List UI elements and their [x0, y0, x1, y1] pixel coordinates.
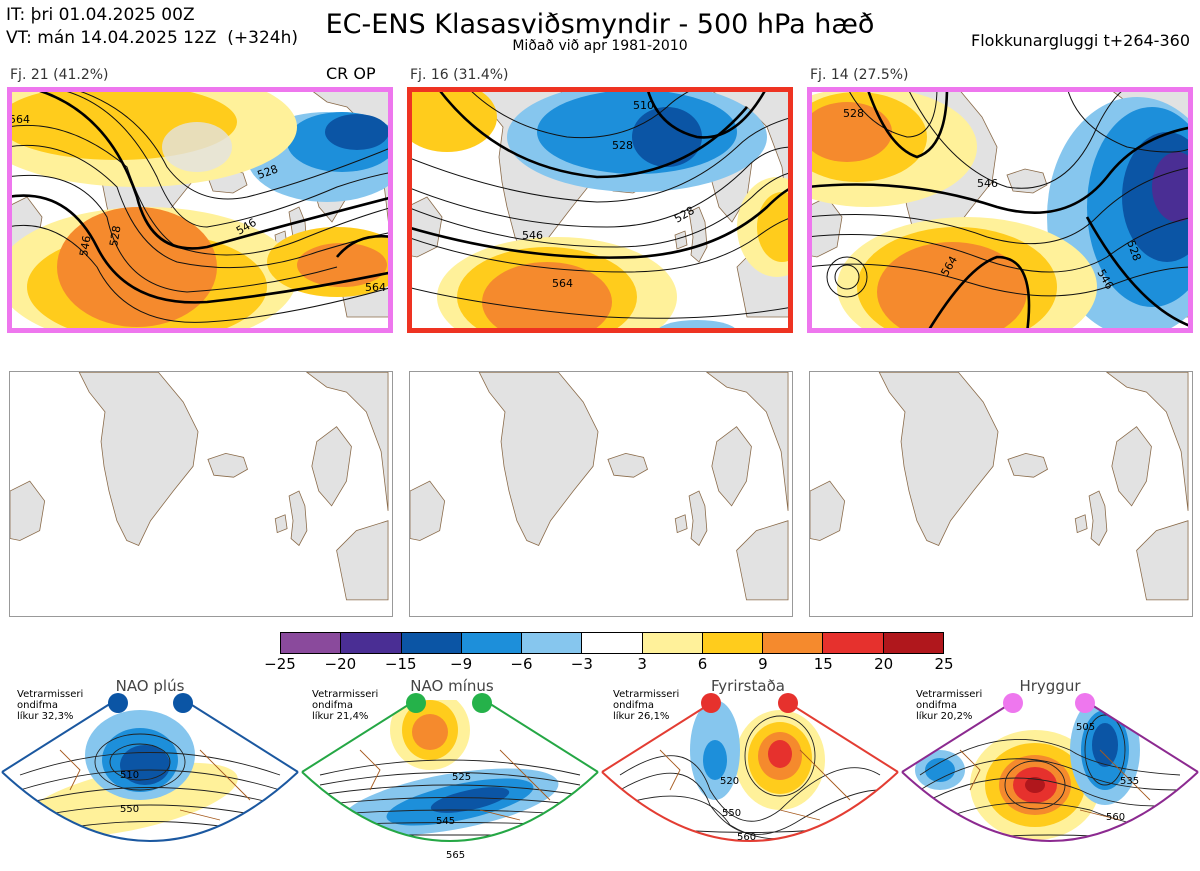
regime-2-contour-label: 525 [452, 772, 471, 783]
regime-2-title: NAO mínus [410, 677, 494, 695]
cluster-2-contour-label: 564 [552, 277, 573, 290]
regime-4-contour-label: 535 [1120, 776, 1139, 787]
colorbar-cell [341, 633, 402, 653]
regime-1-info: Vetrarmisseri ondifma líkur 32,3% [17, 689, 84, 722]
regime-3-contour-label: 560 [737, 832, 756, 843]
empty-map-3 [809, 371, 1193, 617]
colorbar-tick-label: −25 [264, 655, 296, 673]
colorbar-cell [763, 633, 824, 653]
colorbar-cell [582, 633, 643, 653]
colorbar-tick-label: 9 [758, 655, 768, 673]
regime-4-contour-label: 505 [1076, 722, 1095, 733]
regime-3-marker [778, 693, 798, 713]
colorbar-tick-label: −3 [570, 655, 593, 673]
regime-3-contour-label: 550 [722, 808, 741, 819]
page-subtitle: Miðað við apr 1981-2010 [512, 38, 688, 54]
colorbar-tick-label: −20 [324, 655, 357, 673]
colorbar-tick-label: −6 [510, 655, 533, 673]
regime-1-marker [173, 693, 193, 713]
cluster-2-frame [407, 87, 793, 333]
cluster-1-contour-label: 528 [107, 225, 123, 248]
empty-map-1 [9, 371, 393, 617]
colorbar [280, 632, 944, 654]
regime-1-map: 510 550 [1, 693, 299, 842]
cluster-2-map: 510 528 546 564 528 [407, 87, 793, 333]
regime-1-contour-label: 550 [120, 804, 139, 815]
colorbar-cell [461, 633, 523, 653]
cluster-3-contour-label: 528 [843, 107, 864, 120]
regime-3-title: Fyrirstaða [711, 677, 785, 695]
colorbar-cell [702, 633, 764, 653]
cluster-1-frame [7, 87, 393, 333]
page-title: EC-ENS Klasasviðsmyndir - 500 hPa hæð [325, 9, 875, 40]
cluster-1-contour-label: 564 [9, 113, 30, 126]
cluster-3-map: 528 546 564 546 528 [807, 87, 1193, 333]
colorbar-tick-label: 6 [697, 655, 708, 673]
cluster-2-contour-label: 528 [612, 139, 633, 152]
regime-1-title: NAO plús [115, 677, 185, 695]
regime-4-info: Vetrarmisseri ondifma líkur 20,2% [916, 689, 983, 722]
colorbar-tick-label: 3 [637, 655, 647, 673]
colorbar-cell [522, 633, 583, 653]
regime-3-contour-label: 520 [720, 776, 739, 787]
cluster-1-contour-label: 546 [77, 235, 93, 258]
regime-2-map: 525 545 565 [301, 693, 599, 861]
regime-4-map: 505 535 560 [901, 693, 1199, 842]
regime-1-marker [108, 693, 128, 713]
regime-3-marker [701, 693, 721, 713]
cluster-2-contour-label: 510 [633, 99, 654, 112]
regime-4-marker [1075, 693, 1095, 713]
init-time: IT: þri 01.04.2025 00Z [6, 5, 195, 25]
colorbar-tick-label: −9 [450, 655, 473, 673]
cluster-3-label: Fj. 14 (27.5%) [810, 67, 909, 83]
colorbar-cell [823, 633, 884, 653]
regime-4-title: Hryggur [1019, 677, 1081, 695]
regime-4-contour-label: 560 [1106, 812, 1125, 823]
cluster-1-map: 528 546 564 528 546 564 [7, 87, 393, 333]
cluster-1-label: Fj. 21 (41.2%) [10, 67, 109, 83]
cluster-3-frame [807, 87, 1193, 333]
cluster-1-contour-label: 564 [365, 281, 386, 294]
cluster-3-contour-label: 546 [977, 177, 998, 190]
colorbar-tick-label: 15 [813, 655, 833, 673]
regime-2-marker [472, 693, 492, 713]
colorbar-tick-label: 25 [934, 655, 954, 673]
cluster-2-label: Fj. 16 (31.4%) [410, 67, 509, 83]
colorbar-cell [883, 633, 943, 653]
colorbar-cell [281, 633, 342, 653]
regime-1-contour-label: 510 [120, 770, 139, 781]
regime-3-info: Vetrarmisseri ondifma líkur 26,1% [613, 689, 680, 722]
classification-window: Flokkunargluggi t+264-360 [971, 31, 1190, 50]
regime-2-contour-label: 545 [436, 816, 455, 827]
regime-2-info: Vetrarmisseri ondifma líkur 21,4% [312, 689, 379, 722]
regime-2-contour-label: 565 [446, 850, 465, 861]
colorbar-tick-label: −15 [384, 655, 417, 673]
valid-time: VT: mán 14.04.2025 12Z (+324h) [6, 28, 298, 48]
regime-2-marker [406, 693, 426, 713]
colorbar-cell [401, 633, 462, 653]
cluster-1-badge: CR OP [326, 64, 376, 83]
regime-4-marker [1003, 693, 1023, 713]
colorbar-tick-label: 20 [874, 655, 894, 673]
cluster-2-contour-label: 546 [522, 229, 543, 242]
regime-3-map: 520 550 560 [601, 693, 899, 843]
colorbar-cell [642, 633, 703, 653]
empty-map-2 [409, 371, 793, 617]
